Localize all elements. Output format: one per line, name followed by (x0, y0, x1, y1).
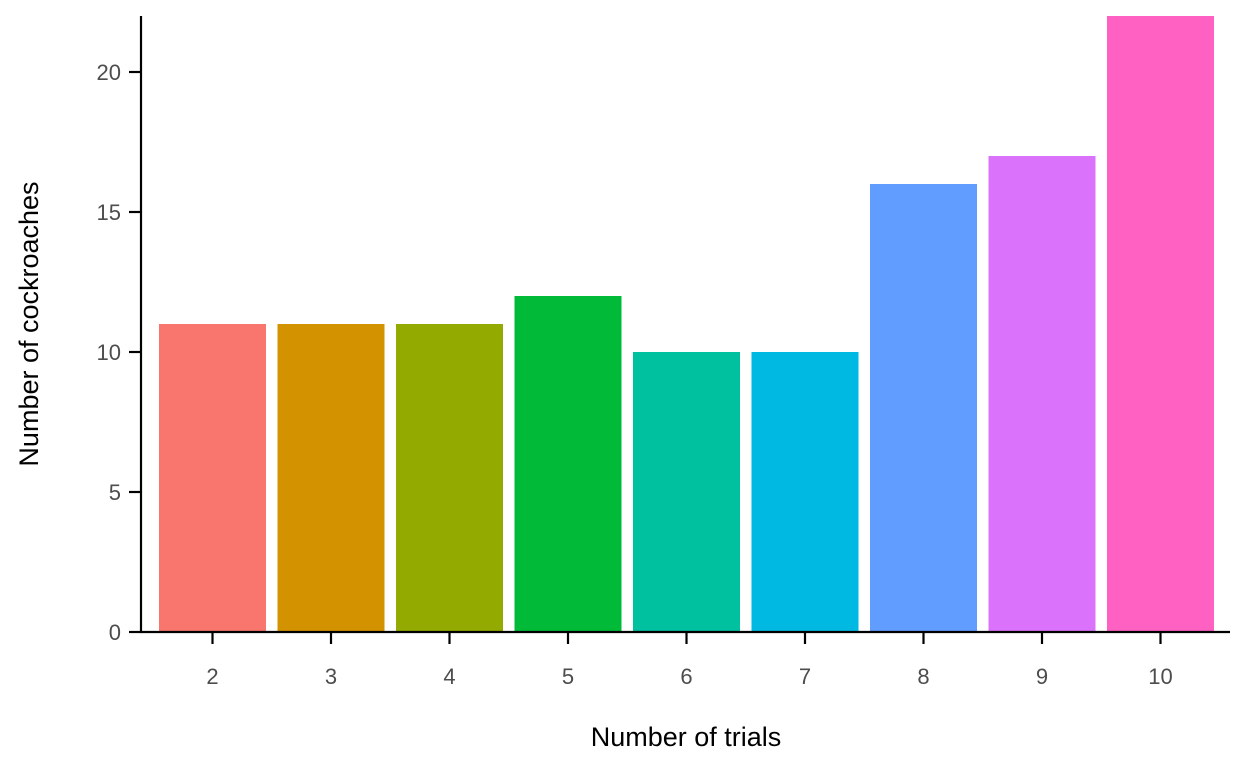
bar-2 (159, 324, 266, 632)
x-axis-ticks: 2 3 4 5 6 7 8 9 10 (206, 632, 1173, 689)
bar-3 (277, 324, 385, 632)
x-axis-title: Number of trials (591, 722, 782, 752)
bar-6 (633, 352, 740, 632)
bar-5 (514, 296, 622, 632)
y-tick-label-5: 5 (109, 480, 121, 505)
y-tick-label-0: 0 (109, 620, 121, 645)
bars-group (159, 16, 1214, 632)
x-tick-label-10: 10 (1148, 664, 1172, 689)
x-tick-label-8: 8 (917, 664, 929, 689)
bar-10 (1107, 16, 1214, 632)
y-tick-label-15: 15 (97, 200, 121, 225)
y-tick-label-20: 20 (97, 60, 121, 85)
bar-9 (988, 156, 1096, 632)
bar-4 (396, 324, 503, 632)
x-tick-label-9: 9 (1036, 664, 1048, 689)
x-tick-label-2: 2 (206, 664, 218, 689)
x-tick-label-5: 5 (562, 664, 574, 689)
x-tick-label-6: 6 (680, 664, 692, 689)
y-axis-ticks: 0 5 10 15 20 (97, 60, 141, 645)
x-tick-label-7: 7 (799, 664, 811, 689)
y-axis-title: Number of cockroaches (14, 181, 44, 466)
x-tick-label-4: 4 (443, 664, 455, 689)
bar-8 (870, 184, 977, 632)
y-tick-label-10: 10 (97, 340, 121, 365)
x-tick-label-3: 3 (325, 664, 337, 689)
bar-7 (751, 352, 859, 632)
